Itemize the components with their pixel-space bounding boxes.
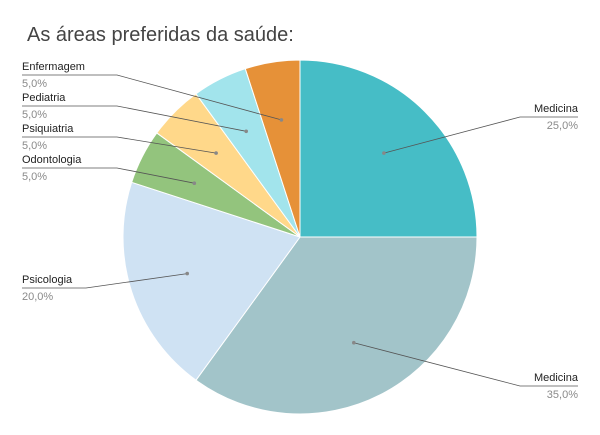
leader-line <box>22 273 188 289</box>
leader-dot <box>279 118 284 122</box>
pie-slice-psicologia-2[interactable] <box>122 181 301 381</box>
leader-line <box>22 74 282 121</box>
slice-label-name: Pediatria <box>22 92 66 104</box>
pie-slices <box>122 59 478 415</box>
slice-label-name: Medicina <box>534 372 579 384</box>
slice-label-value: 5,0% <box>22 171 47 183</box>
pie-slice-enfermagem-6[interactable] <box>244 59 301 238</box>
chart-title: As áreas preferidas da saúde: <box>27 24 294 46</box>
leader-line <box>22 136 217 154</box>
leader-dot <box>382 151 386 155</box>
slice-label-name: Enfermagem <box>22 61 85 73</box>
leader-dot <box>244 129 248 134</box>
leader-line <box>383 116 578 154</box>
leader-line <box>22 105 247 132</box>
leader-dot <box>352 340 356 345</box>
slice-labels: Medicina 25,0% Medicina 35,0% Psicologia 20,0… <box>22 61 579 401</box>
slice-label-value: 20,0% <box>22 291 53 303</box>
leader-dot <box>185 271 189 276</box>
slice-label-name: Odontologia <box>22 154 82 166</box>
pie-slice-medicina-1[interactable] <box>195 236 478 415</box>
slice-label-value: 5,0% <box>22 140 47 152</box>
slice-label-name: Medicina <box>534 103 579 115</box>
leader-dot <box>214 151 218 155</box>
slice-label-name: Psiquiatria <box>22 123 74 135</box>
slice-label-value: 5,0% <box>22 109 47 121</box>
leader-line <box>22 167 195 184</box>
slice-label-name: Psicologia <box>22 274 73 286</box>
leader-dot <box>192 181 197 185</box>
pie-slice-medicina-0[interactable] <box>299 59 478 238</box>
slice-label-value: 5,0% <box>22 78 47 90</box>
slice-label-value: 35,0% <box>547 389 578 401</box>
leader-line <box>353 342 578 387</box>
slice-label-value: 25,0% <box>547 120 578 132</box>
